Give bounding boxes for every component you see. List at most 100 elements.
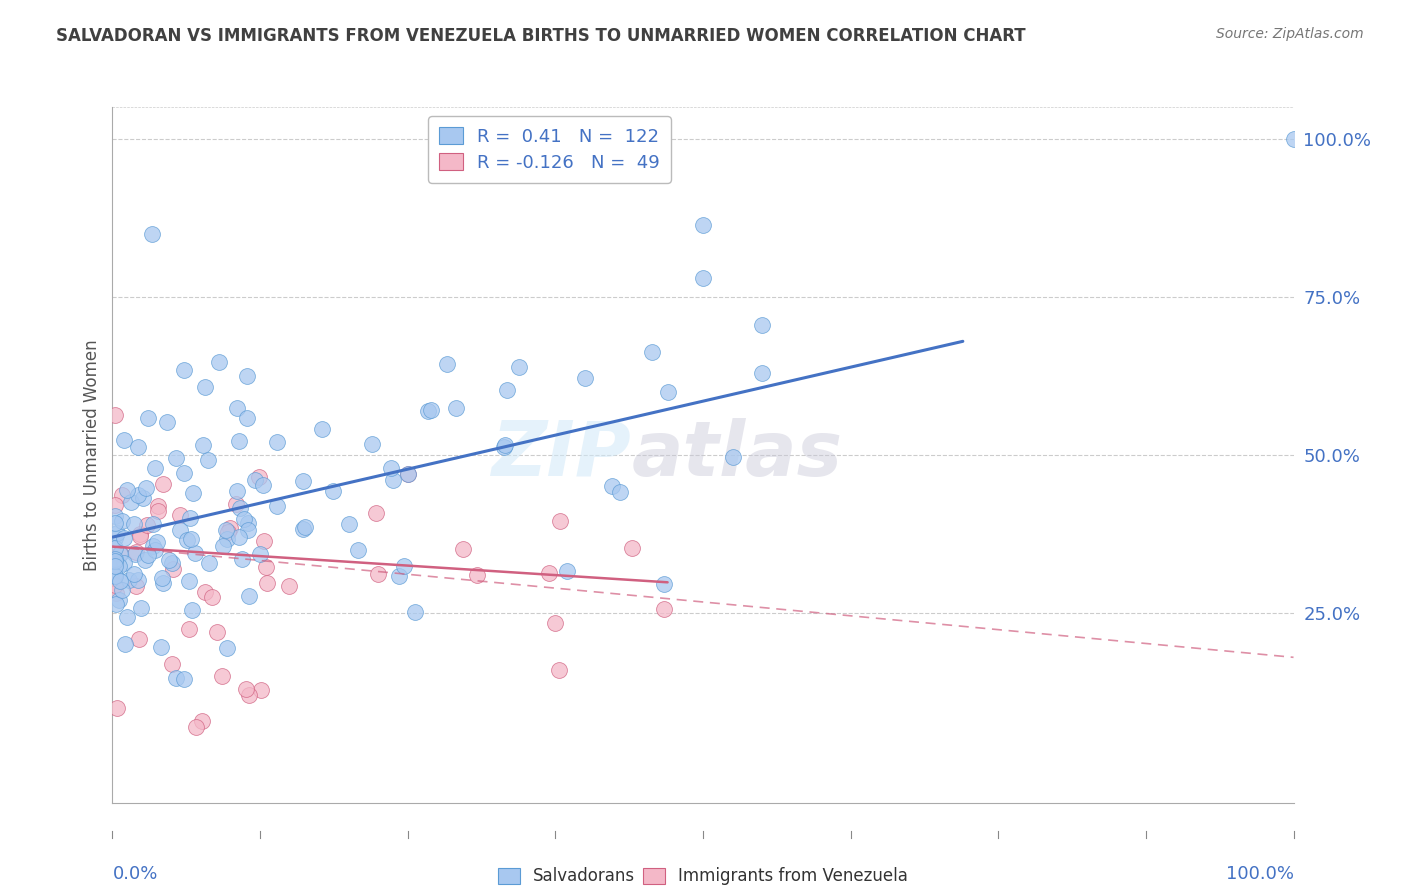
- Point: [294, 519, 316, 533]
- Point: [236, 369, 259, 384]
- Point: [253, 534, 276, 549]
- Point: [152, 477, 174, 491]
- Point: [496, 383, 519, 397]
- Point: [142, 539, 165, 553]
- Point: [548, 514, 571, 528]
- Point: [160, 556, 183, 570]
- Point: [225, 483, 247, 498]
- Point: [226, 401, 249, 416]
- Point: [197, 452, 219, 467]
- Point: [225, 497, 247, 511]
- Point: [266, 434, 288, 449]
- Point: [120, 495, 142, 509]
- Point: [364, 507, 387, 521]
- Point: [751, 366, 773, 380]
- Point: [186, 720, 208, 734]
- Point: [105, 526, 128, 541]
- Point: [176, 533, 198, 548]
- Point: [207, 624, 229, 639]
- Point: [165, 451, 187, 466]
- Point: [104, 551, 127, 566]
- Point: [177, 622, 200, 636]
- Point: [197, 556, 219, 570]
- Point: [124, 567, 146, 582]
- Point: [250, 682, 273, 697]
- Point: [322, 484, 344, 499]
- Point: [104, 578, 127, 592]
- Point: [132, 491, 155, 505]
- Text: atlas: atlas: [633, 418, 844, 491]
- Point: [236, 516, 259, 530]
- Point: [360, 437, 382, 451]
- Point: [238, 688, 260, 702]
- Text: ZIP: ZIP: [492, 418, 633, 491]
- Point: [127, 488, 149, 502]
- Point: [150, 571, 173, 585]
- Point: [249, 470, 271, 484]
- Point: [136, 548, 159, 562]
- Point: [751, 318, 773, 333]
- Point: [382, 473, 405, 487]
- Point: [236, 410, 259, 425]
- Point: [692, 270, 714, 285]
- Point: [420, 402, 443, 417]
- Point: [600, 478, 623, 492]
- Point: [191, 438, 214, 452]
- Point: [108, 546, 131, 560]
- Point: [115, 483, 138, 498]
- Point: [214, 524, 236, 538]
- Point: [148, 500, 170, 514]
- Point: [165, 671, 187, 685]
- Point: [124, 547, 146, 561]
- Point: [235, 681, 257, 696]
- Point: [292, 522, 315, 536]
- Point: [157, 553, 180, 567]
- Point: [217, 525, 239, 540]
- Point: [692, 218, 714, 232]
- Point: [180, 532, 202, 546]
- Point: [152, 575, 174, 590]
- Point: [162, 562, 184, 576]
- Point: [256, 576, 278, 591]
- Point: [494, 438, 516, 452]
- Point: [194, 379, 217, 393]
- Point: [232, 512, 254, 526]
- Point: [555, 564, 578, 578]
- Point: [228, 434, 250, 449]
- Point: [396, 467, 419, 482]
- Point: [465, 567, 488, 582]
- Point: [128, 529, 150, 543]
- Point: [173, 467, 195, 481]
- Point: [652, 601, 675, 615]
- Point: [110, 574, 132, 589]
- Point: [104, 586, 127, 600]
- Point: [135, 518, 157, 533]
- Point: [212, 539, 235, 553]
- Text: SALVADORAN VS IMMIGRANTS FROM VENEZUELA BIRTHS TO UNMARRIED WOMEN CORRELATION CH: SALVADORAN VS IMMIGRANTS FROM VENEZUELA …: [56, 27, 1026, 45]
- Legend: Salvadorans, Immigrants from Venezuela: Salvadorans, Immigrants from Venezuela: [491, 861, 915, 892]
- Point: [107, 593, 129, 607]
- Point: [111, 514, 134, 528]
- Point: [104, 408, 127, 422]
- Point: [112, 434, 135, 448]
- Point: [208, 355, 231, 369]
- Point: [104, 498, 127, 512]
- Point: [215, 532, 238, 546]
- Point: [179, 510, 201, 524]
- Point: [657, 385, 679, 400]
- Point: [380, 461, 402, 475]
- Point: [652, 576, 675, 591]
- Point: [107, 558, 129, 573]
- Point: [110, 487, 132, 501]
- Point: [243, 473, 266, 487]
- Point: [211, 669, 233, 683]
- Point: [451, 541, 474, 556]
- Point: [494, 440, 516, 454]
- Point: [508, 360, 530, 375]
- Point: [446, 401, 468, 415]
- Point: [228, 530, 250, 544]
- Point: [184, 546, 207, 560]
- Point: [135, 481, 157, 495]
- Point: [125, 579, 148, 593]
- Point: [1282, 131, 1305, 145]
